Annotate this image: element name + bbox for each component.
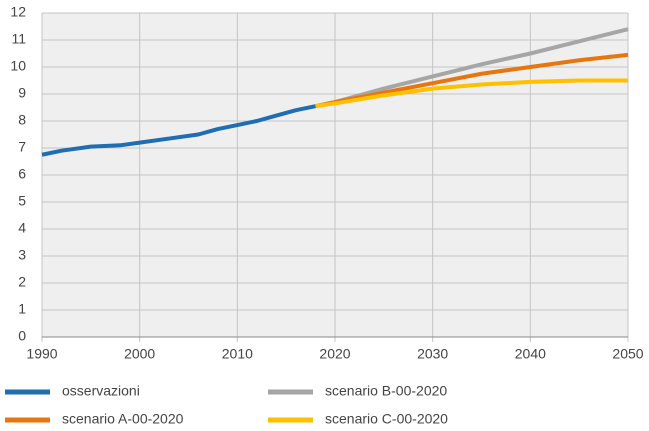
legend-label: scenario C-00-2020 [325,411,448,427]
x-tick-label: 2020 [319,346,350,362]
y-tick-label: 12 [10,4,26,20]
y-tick-label: 4 [18,220,26,236]
series-line [315,78,628,109]
y-tick-label: 7 [18,139,26,155]
y-tick-label: 5 [18,193,26,209]
legend-label: osservazioni [62,383,140,399]
legend-label: scenario B-00-2020 [325,383,447,399]
y-tick-label: 11 [11,31,26,47]
y-tick-label: 0 [18,328,26,344]
x-tick-label: 2010 [222,346,253,362]
legend-label: scenario A-00-2020 [62,411,184,427]
x-tick-label: 2050 [612,346,643,362]
y-tick-label: 8 [18,112,26,128]
series-line [41,104,316,157]
y-tick-label: 2 [18,274,26,290]
y-tick-label: 9 [18,85,26,101]
x-tick-label: 2030 [417,346,448,362]
x-tick-label: 2000 [124,346,155,362]
y-tick-label: 3 [18,247,26,263]
y-tick-label: 6 [18,166,26,182]
x-tick-label: 1990 [26,346,57,362]
y-tick-label: 10 [10,58,26,74]
y-tick-label: 1 [18,301,26,317]
x-tick-label: 2040 [515,346,546,362]
